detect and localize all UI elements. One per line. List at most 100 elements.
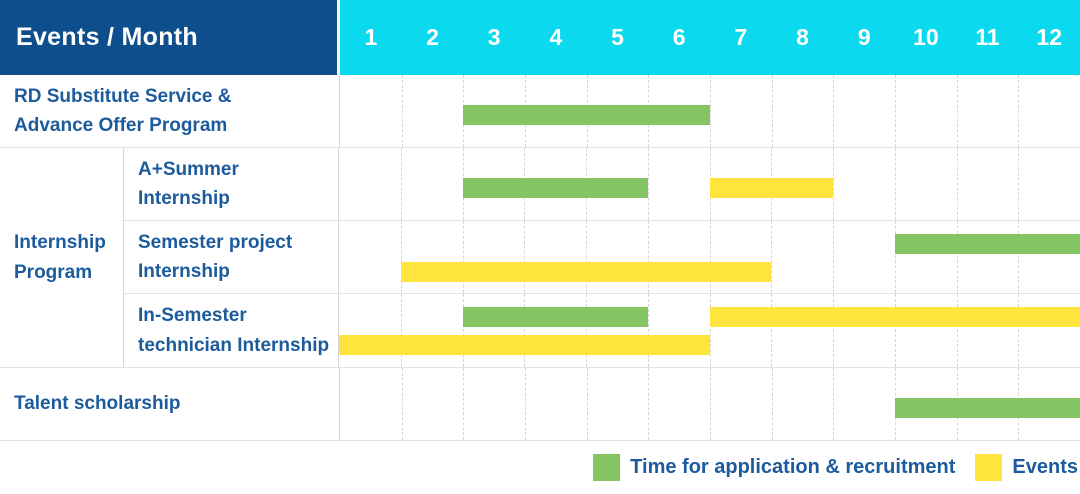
month-gridline (833, 368, 895, 440)
legend: Time for application & recruitment Event… (0, 441, 1080, 494)
application-bar (895, 398, 1080, 418)
month-header-9: 9 (857, 24, 871, 50)
month-gridline (524, 294, 586, 367)
sub-row-label-cell: In-Semester technician Internship (124, 294, 339, 367)
month-header-12: 12 (1036, 24, 1063, 50)
row-label: Talent scholarship (14, 393, 181, 415)
month-gridline (400, 221, 463, 293)
row-timeline (339, 294, 1080, 367)
month-gridline (709, 294, 772, 367)
month-gridline (833, 148, 895, 220)
event-sub-row: Semester project Internship (124, 221, 1080, 294)
month-gridline (833, 294, 895, 367)
sub-row-label: Semester project Internship (138, 231, 293, 282)
event-sub-row: In-Semester technician Internship (124, 294, 1080, 367)
month-gridline (400, 294, 463, 367)
month-header-6: 6 (672, 24, 686, 50)
month-gridline (647, 221, 710, 293)
sub-row-label-cell: Semester project Internship (124, 221, 339, 293)
month-gridline (340, 75, 402, 147)
month-header-7: 7 (734, 24, 748, 50)
month-gridline (647, 294, 710, 367)
row-label-cell: Talent scholarship (0, 368, 340, 440)
month-gridline (894, 148, 957, 220)
month-gridline (771, 368, 834, 440)
month-gridline (894, 221, 957, 293)
application-bar (894, 234, 1080, 254)
event-bar (709, 307, 1080, 327)
row-timeline (339, 148, 1080, 220)
application-bar (462, 178, 648, 198)
row-timeline (340, 75, 1080, 147)
month-gridline (401, 75, 464, 147)
month-gridline (771, 294, 833, 367)
month-gridline (462, 294, 525, 367)
row-label-cell: RD Substitute Service & Advance Offer Pr… (0, 75, 340, 147)
header-divider (337, 0, 340, 75)
group-rows: A+Summer Internship Semester project Inte… (124, 148, 1080, 367)
group-label: Internship Program (14, 232, 106, 283)
month-gridline (524, 221, 586, 293)
application-legend-label: Time for application & recruitment (630, 456, 956, 478)
month-header-row: 1 2 3 4 5 6 7 8 9 10 11 12 (340, 0, 1080, 75)
event-sub-row: A+Summer Internship (124, 148, 1080, 221)
sub-row-label: In-Semester technician Internship (138, 305, 330, 356)
month-gridline (1018, 294, 1080, 367)
month-gridline (463, 368, 525, 440)
row-group: Internship Program A+Summer Internship Sem… (0, 148, 1080, 368)
month-gridline (586, 368, 649, 440)
month-gridline (400, 148, 463, 220)
month-header-10: 10 (913, 24, 939, 50)
month-gridline (956, 221, 1019, 293)
row-timeline (340, 368, 1080, 440)
month-gridline (462, 221, 525, 293)
event-row: RD Substitute Service & Advance Offer Pr… (0, 75, 1080, 148)
month-gridline (340, 368, 402, 440)
events-legend-swatch (975, 454, 1003, 481)
row-timeline (339, 221, 1080, 293)
group-label-cell: Internship Program (0, 148, 124, 367)
month-header-4: 4 (549, 24, 563, 50)
month-gridline (586, 294, 648, 367)
event-bar (339, 335, 710, 355)
month-header-5: 5 (611, 24, 624, 50)
month-gridline (710, 368, 772, 440)
month-gridline (648, 368, 710, 440)
month-gridline (1018, 221, 1080, 293)
gantt-body: RD Substitute Service & Advance Offer Pr… (0, 75, 1080, 441)
month-header-3: 3 (487, 24, 501, 50)
month-gridline (339, 221, 401, 293)
table-header-row: Events / Month 1 2 3 4 5 6 7 8 9 10 11 12 (0, 0, 1080, 75)
legend-item-events: Events (975, 454, 1078, 481)
event-row: Talent scholarship (0, 368, 1080, 441)
month-gridline (894, 294, 957, 367)
month-gridline (833, 221, 895, 293)
month-gridline (339, 148, 401, 220)
legend-item-application: Time for application & recruitment (593, 454, 955, 481)
month-gridline (401, 368, 464, 440)
month-header-11: 11 (975, 24, 1000, 50)
month-header-8: 8 (796, 24, 809, 50)
month-gridline (771, 221, 833, 293)
month-gridline (525, 368, 587, 440)
month-header-2: 2 (426, 24, 439, 50)
row-label: RD Substitute Service & Advance Offer Pr… (14, 85, 232, 136)
month-header-1: 1 (364, 24, 378, 50)
month-gridline (647, 148, 710, 220)
month-gridline (956, 148, 1019, 220)
application-bar (463, 105, 710, 125)
month-gridline (833, 75, 895, 147)
month-gridline (709, 221, 772, 293)
month-gridline (895, 75, 957, 147)
month-gridline (339, 294, 401, 367)
month-gridline (771, 75, 834, 147)
month-gridline (1018, 75, 1080, 147)
event-bar (400, 262, 772, 282)
month-gridline (710, 75, 772, 147)
events-legend-label: Events (1012, 456, 1078, 478)
application-legend-swatch (593, 454, 621, 481)
event-bar (709, 178, 833, 198)
sub-row-label: A+Summer Internship (138, 158, 239, 209)
month-gridline (956, 294, 1019, 367)
